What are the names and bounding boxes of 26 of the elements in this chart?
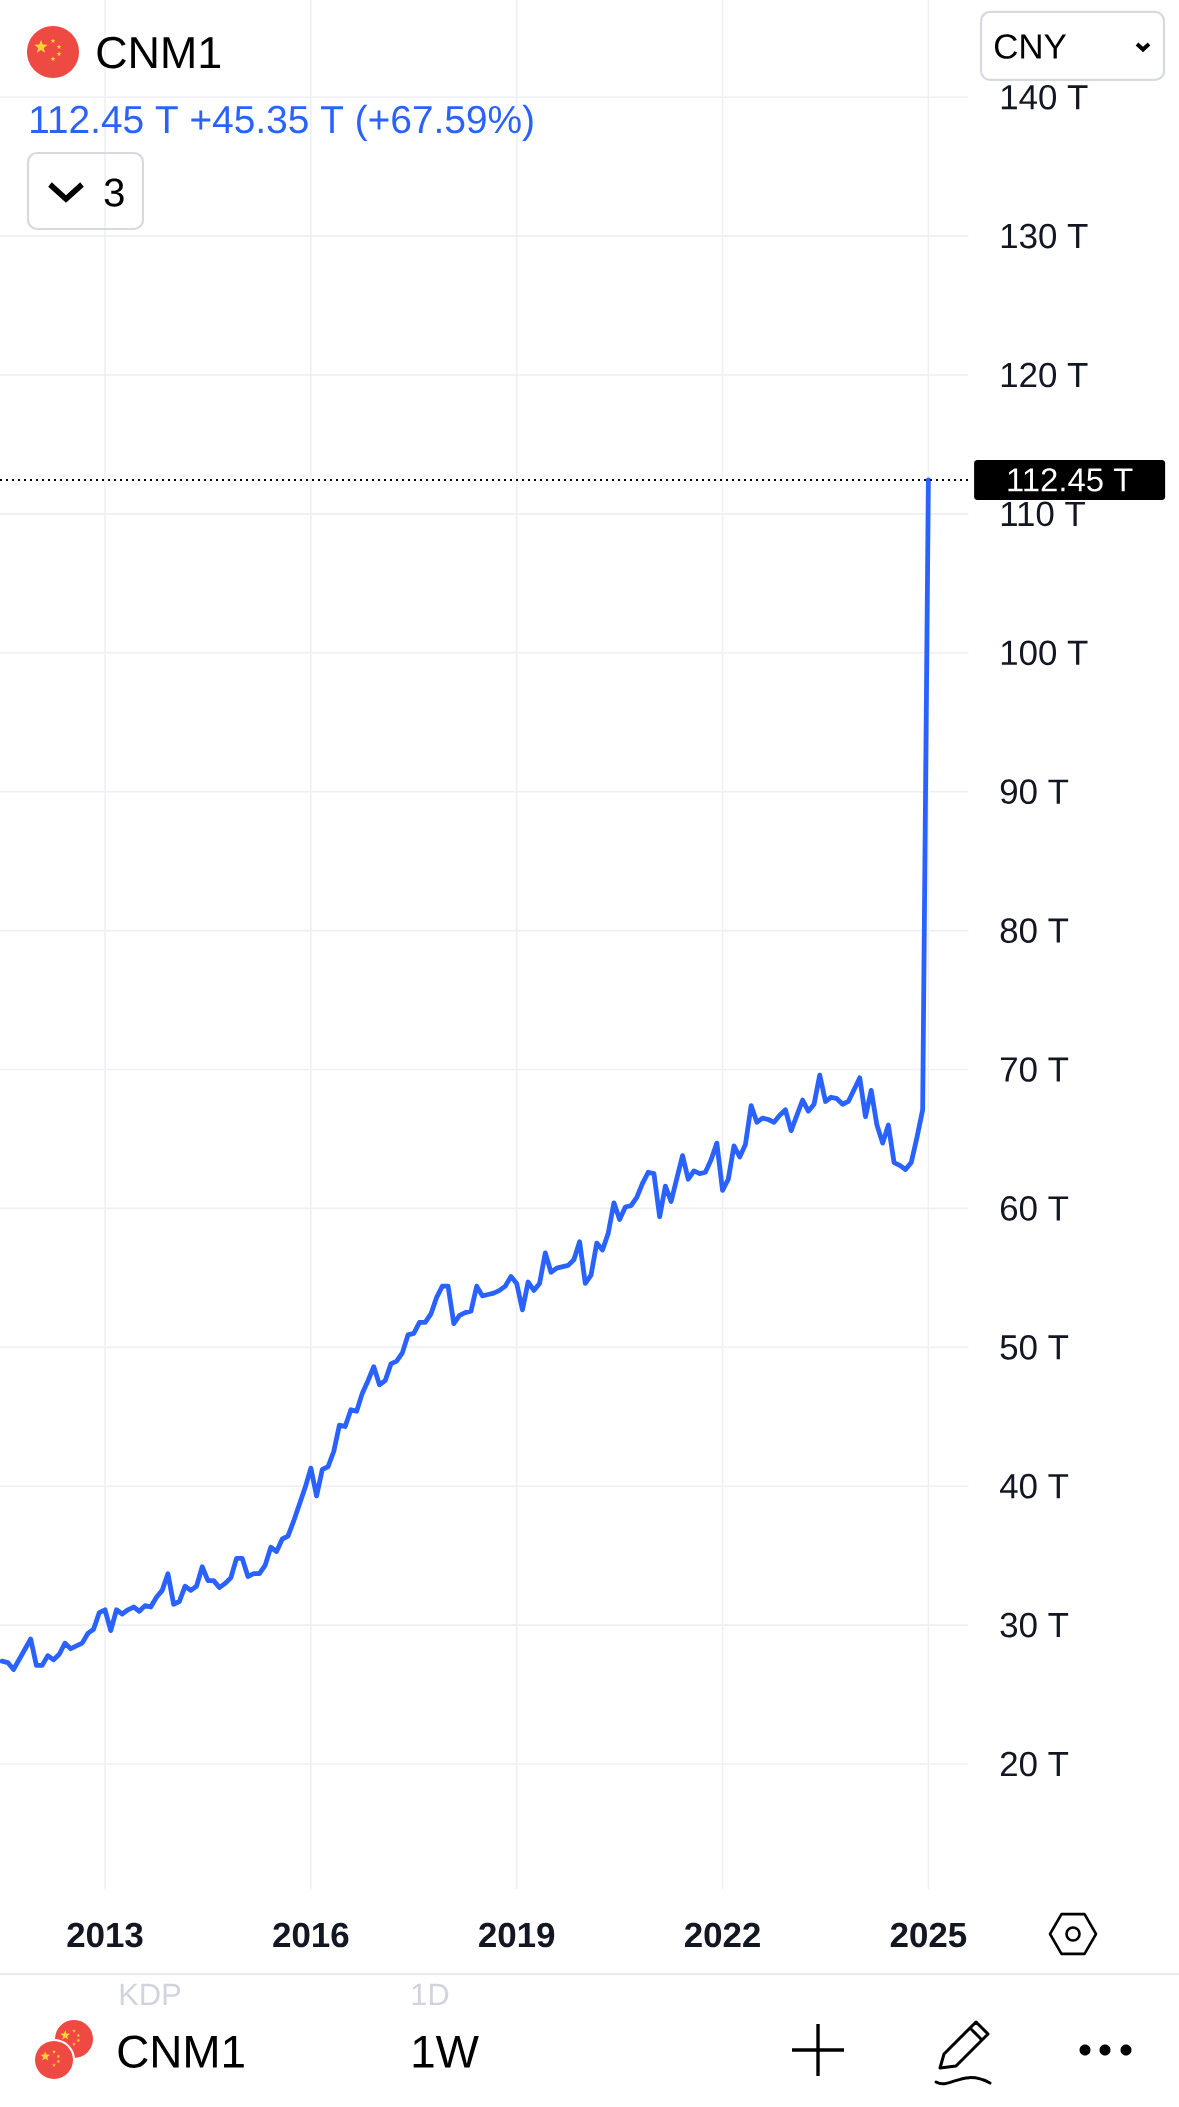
y-tick-label: 90 T	[1000, 779, 1069, 805]
x-tick-label: 2016	[273, 1922, 349, 1948]
x-tick-label: 2025	[890, 1922, 967, 1948]
y-tick-label: 100 T	[1001, 640, 1088, 666]
y-tick-label: 20 T	[1000, 1751, 1069, 1777]
y-tick-label: 60 T	[1000, 1196, 1069, 1221]
y-tick-label: 80 T	[1000, 918, 1069, 943]
y-tick-label: 30 T	[1000, 1612, 1069, 1638]
text: CNY	[994, 34, 1067, 59]
ref-line-label: 112.45 T	[1008, 468, 1133, 492]
text: 1W	[413, 2035, 479, 2068]
text: CNM1	[118, 2035, 244, 2068]
annotation: 3	[104, 178, 124, 207]
y-tick-label: 130 T	[1001, 223, 1088, 249]
y-tick-label: 120 T	[1001, 362, 1088, 388]
y-tick-label: 40 T	[1000, 1473, 1069, 1499]
text: CNM1	[97, 36, 221, 69]
x-tick-label: 2019	[479, 1922, 555, 1948]
text: 112.45 T +45.35 T (+67.59%)	[31, 104, 533, 141]
line-series	[0, 477, 931, 1672]
y-tick-label: 110 T	[1001, 501, 1085, 527]
y-tick-label: 50 T	[1000, 1334, 1069, 1360]
x-tick-label: 2013	[67, 1922, 143, 1948]
y-tick-label: 140 T	[1001, 84, 1088, 110]
y-tick-label: 70 T	[1000, 1057, 1069, 1082]
x-tick-label: 2022	[684, 1922, 760, 1948]
